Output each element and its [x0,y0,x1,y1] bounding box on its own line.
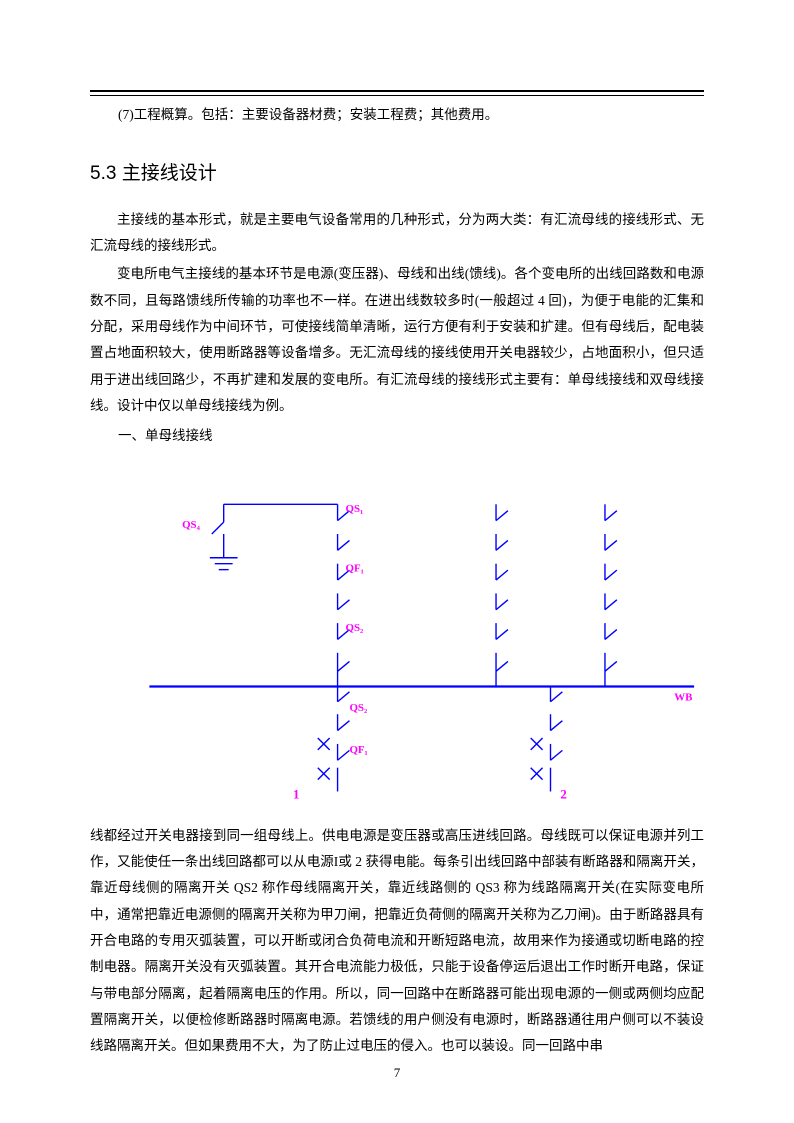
paragraph-2: 变电所电气主接线的基本环节是电源(变压器)、母线和出线(馈线)。各个变电所的出线… [90,261,704,419]
svg-text:2: 2 [560,787,566,801]
section-number: 5.3 [90,163,116,184]
paragraph-3: 线都经过开关电器接到同一组母线上。供电电源是变压器或高压进线回路。母线既可以保证… [90,823,704,1060]
paragraph-1: 主接线的基本形式，就是主要电气设备常用的几种形式，分为两大类：有汇流母线的接线形… [90,207,704,260]
single-bus-diagram: QS₄ QS₁ QF₁ QS₂ QS₂ QF₁ WB 1 2 [90,455,704,815]
svg-text:QS₂: QS₂ [349,702,367,714]
page: (7)工程概算。包括：主要设备器材费；安装工程费；其他费用。 5.3 主接线设计… [0,0,794,1123]
header-rule [90,90,704,96]
svg-text:QS₂: QS₂ [346,622,364,634]
svg-text:QF₁: QF₁ [346,562,364,574]
page-number: 7 [0,1065,794,1081]
svg-text:1: 1 [293,787,299,801]
svg-text:QS₄: QS₄ [182,519,201,531]
svg-text:WB: WB [674,691,692,703]
diagram-container: QS₄ QS₁ QF₁ QS₂ QS₂ QF₁ WB 1 2 [90,455,704,815]
item-7-line: (7)工程概算。包括：主要设备器材费；安装工程费；其他费用。 [118,102,704,128]
section-title: 主接线设计 [122,163,217,184]
svg-text:QS₁: QS₁ [346,503,364,515]
section-heading: 5.3 主接线设计 [90,158,704,185]
subheading-1: 一、单母线接线 [118,423,704,449]
svg-text:QF₁: QF₁ [349,744,367,756]
